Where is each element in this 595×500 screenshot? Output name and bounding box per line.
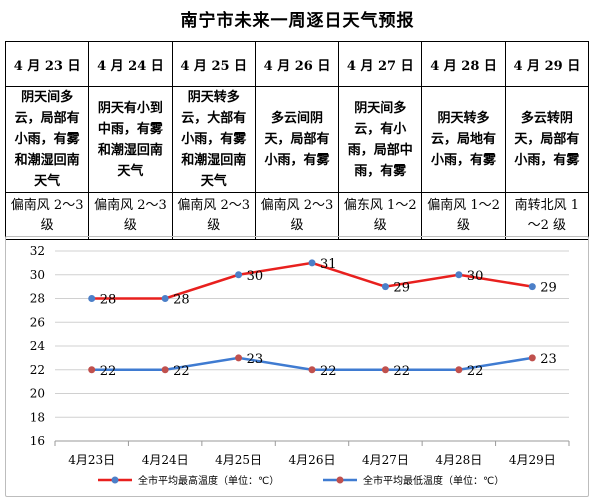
date-cell: 4 月 29 日: [504, 41, 590, 87]
data-point: [528, 354, 536, 362]
x-tick-label: 4月23日: [68, 453, 115, 467]
weather-cell: 多云转阴天，局部有小雨，有雾: [504, 86, 590, 193]
wind-cell: 南转北风 1～2 级: [504, 192, 590, 240]
x-tick-label: 4月26日: [289, 453, 336, 467]
wind-cell: 偏南风 2～3 级: [254, 192, 340, 240]
data-label: 31: [320, 257, 337, 272]
weather-cell: 阴天转多云，大部有小雨，有雾和潮湿回南天气: [171, 86, 256, 193]
y-tick-label: 30: [30, 268, 45, 282]
data-point: [381, 283, 389, 291]
data-point: [161, 366, 169, 374]
legend-marker: [336, 476, 344, 484]
weather-cell: 阴天间多云，有小雨，局部中雨，有雾: [338, 86, 423, 193]
date-cell: 4 月 26 日: [254, 41, 340, 87]
data-label: 29: [540, 281, 557, 296]
data-label: 28: [100, 293, 117, 308]
data-point: [455, 271, 463, 279]
data-label: 29: [393, 281, 410, 296]
y-tick-label: 24: [30, 339, 46, 353]
legend-label: 全市平均最高温度（单位：℃）: [138, 474, 279, 487]
data-label: 30: [467, 269, 484, 284]
x-tick-label: 4月24日: [142, 453, 189, 467]
data-point: [161, 295, 169, 302]
date-cell: 4 月 25 日: [171, 41, 256, 87]
data-point: [308, 366, 316, 374]
x-tick-label: 4月25日: [215, 453, 262, 467]
data-label: 23: [540, 352, 557, 367]
weather-cell: 多云间阴天，局部有小雨，有雾: [254, 86, 340, 193]
data-point: [381, 366, 389, 374]
x-tick-label: 4月28日: [435, 453, 482, 467]
wind-cell: 偏东风 1～2 级: [338, 192, 423, 240]
data-point: [88, 295, 96, 302]
data-point: [455, 366, 463, 374]
legend-marker: [111, 476, 119, 484]
x-tick-label: 4月29日: [509, 453, 556, 467]
forecast-table: 4 月 23 日 4 月 24 日 4 月 25 日 4 月 26 日 4 月 …: [4, 41, 590, 240]
data-point: [88, 366, 96, 374]
date-cell: 4 月 23 日: [4, 41, 90, 87]
wind-cell: 偏南风 2～3 级: [88, 192, 173, 240]
wind-cell: 偏南风 1～2 级: [421, 192, 506, 240]
data-label: 22: [100, 364, 117, 379]
date-row: 4 月 23 日 4 月 24 日 4 月 25 日 4 月 26 日 4 月 …: [4, 41, 590, 87]
data-point: [308, 259, 316, 267]
y-tick-label: 20: [30, 387, 45, 401]
legend-label: 全市平均最低温度（单位：℃）: [363, 474, 504, 487]
y-tick-label: 26: [30, 315, 45, 329]
data-label: 28: [173, 293, 190, 308]
weather-row: 阴天间多云，局部有小雨，有雾和潮湿回南天气 阴天有小到中雨，有雾和潮湿回南天气 …: [4, 86, 590, 193]
data-point: [528, 283, 536, 291]
y-tick-label: 16: [30, 434, 45, 448]
weather-cell: 阴天有小到中雨，有雾和潮湿回南天气: [88, 86, 173, 193]
y-tick-label: 28: [30, 292, 45, 306]
temperature-chart: 32 30 28 26 24 22 20 18 16 4月23日 4月24日 4月25日 4月26日 4月…: [5, 236, 589, 497]
wind-row: 偏南风 2～3 级 偏南风 2～3 级 偏南风 2～3 级 偏南风 2～3 级 …: [4, 192, 590, 240]
page-title: 南宁市未来一周逐日天气预报: [180, 11, 415, 31]
data-label: 22: [467, 364, 484, 379]
wind-cell: 偏南风 2～3 级: [4, 192, 90, 240]
data-label: 23: [247, 352, 264, 367]
data-label: 22: [320, 364, 337, 379]
x-tick-label: 4月27日: [362, 453, 409, 467]
y-tick-label: 18: [30, 410, 45, 424]
y-tick-label: 22: [30, 363, 45, 377]
y-tick-label: 32: [30, 244, 45, 258]
date-cell: 4 月 28 日: [421, 41, 506, 87]
data-label: 22: [393, 364, 410, 379]
wind-cell: 偏南风 2～3 级: [171, 192, 256, 240]
data-label: 30: [247, 269, 264, 284]
data-point: [235, 271, 243, 279]
date-cell: 4 月 27 日: [338, 41, 423, 87]
data-label: 22: [173, 364, 190, 379]
date-cell: 4 月 24 日: [88, 41, 173, 87]
weather-cell: 阴天间多云，局部有小雨，有雾和潮湿回南天气: [4, 86, 90, 193]
weather-cell: 阴天转多云，局地有小雨，有雾: [421, 86, 506, 193]
temperature-chart-svg: 32 30 28 26 24 22 20 18 16 4月23日 4月24日 4月25日 4月26日 4月…: [30, 244, 570, 487]
data-point: [235, 354, 243, 362]
